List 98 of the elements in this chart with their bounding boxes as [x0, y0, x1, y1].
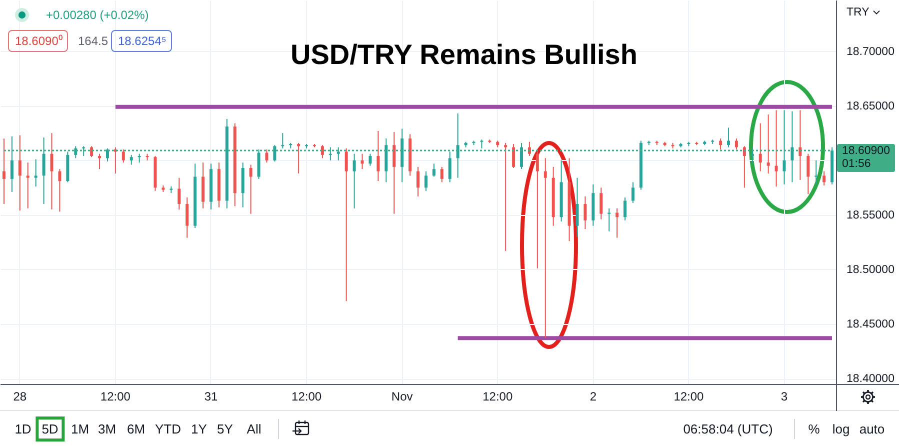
candlestick — [734, 138, 738, 150]
candlestick — [376, 130, 380, 182]
ref-line-label: 18.60900 — [842, 144, 890, 158]
y-tick-label: 18.55000 — [846, 209, 894, 222]
x-tick-label: Nov — [391, 390, 413, 404]
candlestick — [265, 148, 268, 164]
text: USD/TRY Remains Bullish — [290, 39, 638, 70]
candlestick — [368, 153, 372, 166]
candlestick — [576, 177, 579, 238]
candlestick — [2, 138, 6, 204]
candlestick — [448, 151, 452, 183]
candlestick — [432, 163, 436, 178]
candlestick — [624, 196, 627, 221]
candlestick — [130, 154, 133, 166]
candlestick — [98, 153, 102, 170]
candlestick — [392, 132, 396, 214]
candlestick — [822, 170, 826, 186]
candlestick — [608, 208, 611, 232]
candlestick — [520, 142, 524, 170]
candlestick — [257, 148, 260, 180]
candlestick — [58, 168, 62, 212]
text: 3M — [98, 422, 116, 436]
candlestick — [320, 144, 324, 159]
text: 06:58:04 (UTC) — [683, 422, 773, 436]
x-tick-label: 12:00 — [100, 390, 131, 404]
candlestick — [512, 144, 516, 168]
text: 6M — [126, 422, 146, 436]
candlestick — [774, 110, 778, 188]
candlestick — [750, 146, 754, 164]
candlestick — [34, 158, 38, 188]
candlestick — [82, 146, 86, 156]
candlestick — [281, 132, 284, 149]
candlestick — [424, 170, 428, 192]
candlestick — [26, 162, 30, 209]
text: % — [808, 422, 820, 436]
candlestick — [456, 112, 460, 178]
candlestick — [440, 166, 444, 183]
annotation: 18.6090⁰ — [8, 30, 68, 52]
text: log — [832, 422, 850, 436]
candlestick — [18, 134, 22, 212]
y-tick-label: 18.70000 — [846, 46, 894, 58]
text: 5Y — [217, 422, 233, 436]
text: All — [246, 422, 262, 436]
candlestick — [122, 148, 125, 164]
candlestick — [766, 114, 770, 174]
text: YTD — [155, 422, 181, 436]
candlestick — [719, 138, 722, 150]
candlestick — [297, 142, 300, 174]
annotation: 18.6254⁵ — [111, 30, 172, 52]
candlestick — [806, 153, 810, 195]
candlestick — [10, 136, 14, 192]
text: 1D — [14, 422, 32, 436]
candlestick — [352, 153, 356, 209]
candlestick — [90, 146, 94, 158]
y-tick-label: 18.45000 — [846, 318, 894, 330]
candlestick — [360, 153, 364, 170]
candlestick — [186, 196, 189, 238]
candlestick — [758, 122, 762, 172]
candlestick — [544, 158, 547, 339]
candlestick — [536, 151, 539, 269]
candlestick — [344, 148, 348, 302]
candlestick — [178, 177, 181, 210]
candlestick — [328, 146, 332, 161]
x-tick-label: 31 — [204, 390, 218, 404]
candlestick — [790, 110, 794, 183]
x-tick-label: 28 — [13, 390, 27, 404]
annotation: 164.5 — [78, 34, 108, 48]
x-tick-label: 3 — [780, 390, 788, 404]
candlestick — [504, 142, 508, 252]
candlestick — [42, 136, 46, 204]
x-tick-label: 12:00 — [482, 390, 513, 404]
x-tick-label: 2 — [590, 390, 597, 404]
candlestick — [584, 196, 587, 230]
candlestick — [336, 146, 340, 161]
candlestick — [727, 127, 730, 148]
y-tick-label: 18.40000 — [846, 373, 894, 386]
candlestick — [814, 160, 818, 185]
y-tick-label: 18.65000 — [846, 100, 894, 112]
candlestick — [616, 208, 619, 238]
candlestick — [631, 182, 634, 204]
y-tick-label: 18.50000 — [846, 264, 894, 276]
text: auto — [859, 422, 885, 436]
candlestick — [50, 132, 54, 210]
annotation: +0.00280 (+0.02%) — [46, 8, 149, 22]
candlestick — [416, 166, 420, 197]
candlestick — [273, 144, 276, 162]
candlestick — [782, 110, 786, 185]
candlestick — [74, 146, 78, 159]
text: 5D — [36, 416, 64, 442]
text: 1M — [70, 422, 90, 436]
candlestick — [106, 148, 109, 162]
y-axis-title: TRY — [846, 6, 870, 18]
x-tick-label: 12:00 — [292, 390, 322, 404]
candlestick — [249, 164, 252, 214]
text: 1Y — [191, 422, 207, 436]
x-tick-label: 12:00 — [674, 390, 704, 404]
candlestick — [600, 187, 603, 220]
text: 01:56 — [842, 158, 871, 170]
